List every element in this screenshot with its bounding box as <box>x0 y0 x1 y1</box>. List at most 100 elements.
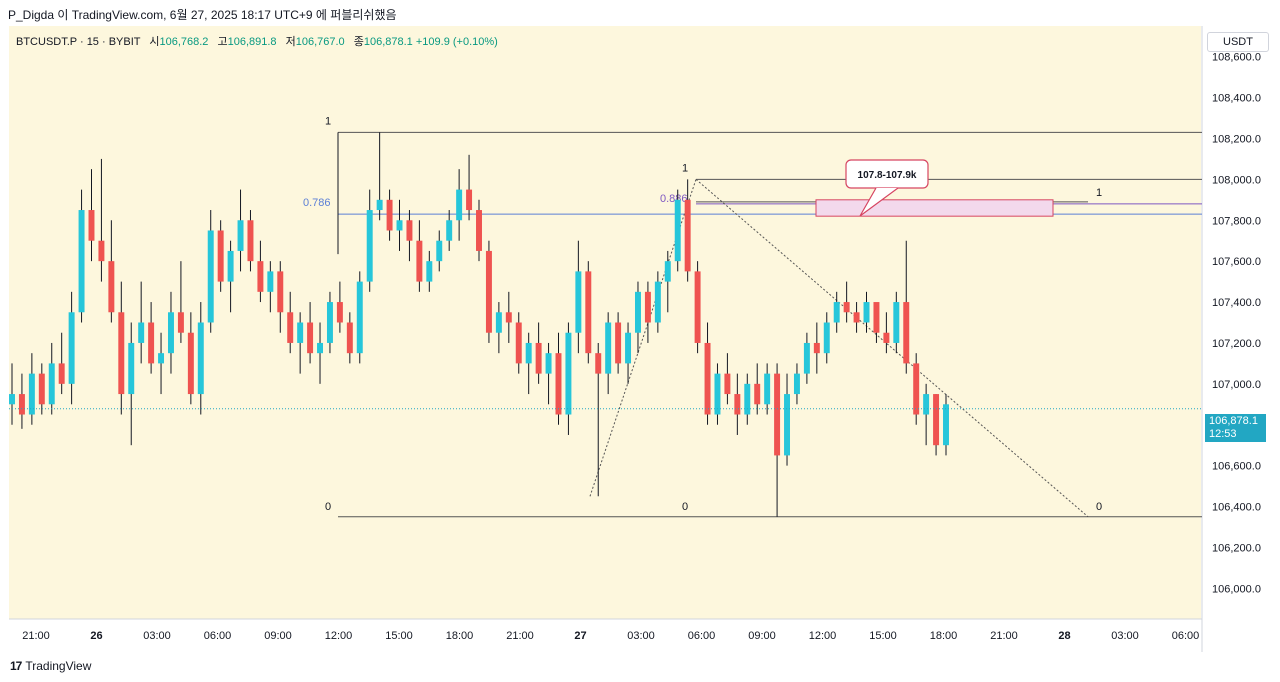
drawing-layer[interactable]: 1 0 0.786 1 0 0.886 1 0 107.8-107.9k <box>303 115 1202 518</box>
candle-body <box>734 394 741 415</box>
time-tick-label: 21:00 <box>506 630 534 642</box>
high-label: 고 <box>217 36 228 48</box>
candle-body <box>446 220 453 241</box>
candle-body <box>307 322 314 354</box>
candle-body <box>297 322 304 343</box>
candle-body <box>615 322 622 364</box>
price-tick-label: 107,000.0 <box>1212 379 1261 391</box>
candle-body <box>625 332 632 364</box>
candle-body <box>923 394 930 415</box>
fib-a-top-label: 1 <box>325 115 331 127</box>
candle-body <box>903 302 910 364</box>
time-tick-label: 28 <box>1058 630 1070 642</box>
price-axis-ticks: 108,600.0 108,400.0 108,200.0 108,000.0 107,… <box>1212 52 1261 596</box>
candle-body <box>793 373 800 395</box>
candle-body <box>744 383 751 415</box>
candle-body <box>664 261 671 282</box>
time-tick-label: 26 <box>90 630 102 642</box>
candle-body <box>515 322 522 364</box>
candle-body <box>426 261 433 282</box>
candle-body <box>466 189 473 211</box>
publisher-bar: P_Digda 이 TradingView.com, 6월 27, 2025 1… <box>0 0 1280 26</box>
time-tick-label: 06:00 <box>688 630 716 642</box>
candle-body <box>326 302 333 343</box>
candle-body <box>485 250 492 333</box>
fib-b-0886-label: 0.886 <box>660 193 688 205</box>
price-tick-label: 107,400.0 <box>1212 297 1261 309</box>
candle-body <box>803 342 810 374</box>
candle-body <box>863 302 870 323</box>
candle-body <box>267 271 274 292</box>
candle-body <box>813 342 820 354</box>
candle-body <box>674 199 681 262</box>
candle-body <box>943 404 949 446</box>
last-price-value: 106,878.1 <box>1209 415 1258 427</box>
time-tick-label: 06:00 <box>1172 630 1200 642</box>
candle-body <box>346 322 353 354</box>
candle-body <box>148 322 155 364</box>
candle-body <box>396 220 403 231</box>
brand-label: TradingView <box>25 659 92 673</box>
candle-body <box>456 189 463 221</box>
change-value: +109.9 (+0.10%) <box>415 36 498 48</box>
bar-countdown: 12:53 <box>1209 428 1237 440</box>
price-tick-label: 106,000.0 <box>1212 583 1261 595</box>
candle-body <box>694 271 701 343</box>
candle-body <box>247 220 254 262</box>
time-tick-label: 21:00 <box>990 630 1018 642</box>
chart-frame[interactable]: 1 0 0.786 1 0 0.886 1 0 107.8-107.9k 108,600.0 10… <box>0 26 1280 652</box>
candle-body <box>913 363 920 415</box>
fib-a-0786-label: 0.786 <box>303 197 331 209</box>
candle-body <box>704 342 711 415</box>
candle-body <box>356 281 363 354</box>
candle-body <box>48 363 55 405</box>
fib-a-bottom-label: 0 <box>325 501 331 513</box>
high-value: 106,891.8 <box>227 36 277 48</box>
candle-body <box>565 332 572 415</box>
currency-selector[interactable]: USDT <box>1207 32 1269 52</box>
time-tick-label: 09:00 <box>264 630 292 642</box>
candle-body <box>18 394 25 415</box>
candle-body <box>366 210 373 282</box>
candle-body <box>386 199 393 231</box>
symbol-name[interactable]: BTCUSDT.P · 15 · BYBIT <box>16 36 141 48</box>
candle-body <box>833 302 840 323</box>
candle-body <box>167 312 174 354</box>
candle-body <box>595 353 602 374</box>
candle-body <box>823 322 830 354</box>
footer: 17 TradingView <box>0 652 1280 682</box>
candle-body <box>714 373 721 415</box>
candle-body <box>128 342 135 395</box>
price-tick-label: 107,800.0 <box>1212 215 1261 227</box>
low-value: 106,767.0 <box>295 36 345 48</box>
candle-body <box>257 261 264 292</box>
candle-body <box>207 230 214 323</box>
candle-body <box>654 281 661 323</box>
candle-body <box>754 383 761 405</box>
candle-body <box>68 312 75 384</box>
candle-body <box>98 240 105 262</box>
tv-logo-icon: 17 <box>10 659 22 673</box>
last-price-tag: 106,878.1 12:53 <box>1205 414 1266 442</box>
price-tick-label: 107,600.0 <box>1212 256 1261 268</box>
candle-body <box>505 312 512 323</box>
candle-body <box>476 210 482 251</box>
publisher-text: P_Digda 이 TradingView.com, 6월 27, 2025 1… <box>8 8 397 22</box>
price-tick-label: 106,400.0 <box>1212 502 1261 514</box>
candle-body <box>644 291 651 323</box>
close-label: 종 <box>353 36 364 48</box>
time-tick-label: 21:00 <box>22 630 50 642</box>
price-tick-label: 108,400.0 <box>1212 93 1261 105</box>
time-tick-label: 09:00 <box>748 630 776 642</box>
candle-body <box>177 312 184 333</box>
tradingview-logo[interactable]: 17 TradingView <box>10 659 91 673</box>
symbol-legend[interactable]: BTCUSDT.P · 15 · BYBIT 시106,768.2 고106,8… <box>16 33 498 49</box>
candle-body <box>108 261 115 313</box>
time-tick-label: 18:00 <box>446 630 474 642</box>
candle-body <box>376 199 383 211</box>
candle-body <box>187 332 194 395</box>
candle-body <box>277 271 284 313</box>
candle-body <box>88 210 95 241</box>
candle-body <box>406 220 413 241</box>
